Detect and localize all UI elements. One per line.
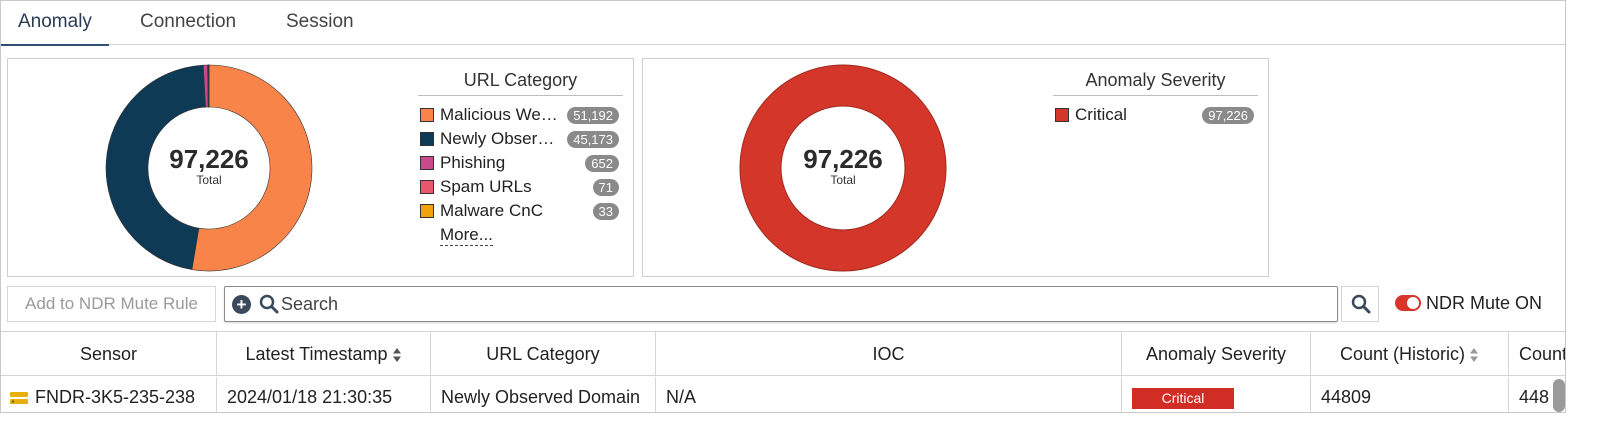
legend-label: Malware CnC: [440, 201, 543, 220]
anomaly-view: Anomaly Connection Session 97,226 Total …: [0, 0, 1566, 413]
legend-count: 33: [592, 203, 619, 220]
cell-ioc: N/A: [656, 377, 1122, 412]
legend-item-phishing[interactable]: Phishing 652: [418, 151, 623, 175]
legend-swatch: [420, 156, 434, 170]
legend-more-row: More...: [418, 223, 623, 247]
legend-more-link[interactable]: More...: [440, 225, 493, 246]
anomaly-table: Sensor Latest Timestamp URL Category IOC…: [1, 331, 1566, 412]
cell-count-historic: 44809: [1311, 377, 1509, 412]
search-bar: +: [224, 286, 1338, 322]
donut-slice-newly-observed-domain[interactable]: [105, 64, 206, 270]
cell-count: 448: [1509, 377, 1565, 412]
donut-total-value: 97,226: [803, 144, 883, 174]
column-header-label: Count: [1519, 344, 1566, 364]
ndr-mute-toggle-label: NDR Mute ON: [1426, 293, 1543, 313]
column-header-label: Count (Historic): [1339, 344, 1466, 364]
ndr-mute-toggle[interactable]: [1395, 295, 1421, 311]
legend-label: Phishing: [440, 153, 506, 172]
add-to-mute-rule-button[interactable]: Add to NDR Mute Rule: [7, 286, 216, 322]
donut-total-label: Total: [830, 173, 856, 187]
legend-label: Critical: [1075, 105, 1127, 124]
legend-item-malware-cnc[interactable]: Malware CnC 33: [418, 199, 623, 223]
column-header-label: Sensor: [79, 344, 138, 364]
column-header-label: Latest Timestamp: [245, 344, 388, 364]
column-header-label: IOC: [872, 344, 905, 364]
anomaly-severity-legend: Anomaly Severity Critical 97,226: [1053, 66, 1258, 127]
donut-slice-critical[interactable]: [740, 65, 946, 271]
legend-item-newly-observed-domain[interactable]: Newly Observed Domain 45,173: [418, 127, 623, 151]
tab-session[interactable]: Session: [286, 11, 354, 32]
donut-center: 97,226 Total: [783, 145, 903, 187]
legend-label: Newly Observed Domain: [440, 129, 560, 148]
url-category-donut[interactable]: [104, 63, 314, 273]
legend-swatch: [420, 132, 434, 146]
legend-swatch: [420, 180, 434, 194]
legend-count: 45,173: [567, 131, 619, 148]
legend-count: 652: [585, 155, 619, 172]
cell-severity: Critical: [1122, 377, 1311, 412]
url-category-widget: 97,226 Total URL Category Malicious Webs…: [7, 58, 634, 277]
donut-outline: [739, 64, 947, 272]
severity-badge: Critical: [1132, 387, 1234, 409]
sensor-device-icon: [10, 392, 28, 405]
donut-total-label: Total: [196, 173, 222, 187]
donut-center: 97,226 Total: [149, 145, 269, 187]
search-icon: [259, 294, 279, 314]
donut-total-value: 97,226: [169, 144, 249, 174]
column-header-ioc[interactable]: IOC: [656, 332, 1122, 376]
sensor-name: FNDR-3K5-235-238: [35, 387, 196, 407]
legend-item-spam-urls[interactable]: Spam URLs 71: [418, 175, 623, 199]
legend-label: Malicious Websites: [440, 105, 560, 124]
vertical-scrollbar[interactable]: [1553, 379, 1565, 412]
search-input[interactable]: [281, 291, 1321, 317]
cell-sensor: FNDR-3K5-235-238: [1, 377, 217, 412]
column-header-url-category[interactable]: URL Category: [431, 332, 656, 376]
search-button[interactable]: [1341, 286, 1379, 322]
column-header-label: Anomaly Severity: [1145, 344, 1287, 364]
legend-item-malicious-websites[interactable]: Malicious Websites 51,192: [418, 103, 623, 127]
sort-arrows-icon[interactable]: [392, 347, 402, 363]
cell-url-category: Newly Observed Domain: [431, 377, 656, 412]
legend-swatch: [420, 204, 434, 218]
column-header-anomaly-severity[interactable]: Anomaly Severity: [1122, 332, 1311, 376]
sort-arrows-icon[interactable]: [1469, 347, 1479, 363]
url-category-legend: URL Category Malicious Websites 51,192 N…: [418, 66, 623, 247]
tab-bar: Anomaly Connection Session: [1, 1, 1565, 46]
column-header-sensor[interactable]: Sensor: [1, 332, 217, 376]
legend-swatch: [420, 108, 434, 122]
legend-swatch: [1055, 108, 1069, 122]
anomaly-severity-donut[interactable]: [738, 63, 948, 273]
legend-label: Spam URLs: [440, 177, 532, 196]
legend-count: 71: [592, 179, 619, 196]
tab-anomaly[interactable]: Anomaly: [1, 1, 109, 46]
legend-title: Anomaly Severity: [1053, 66, 1258, 96]
column-header-count-historic[interactable]: Count (Historic): [1311, 332, 1509, 376]
cell-timestamp: 2024/01/18 21:30:35: [217, 377, 431, 412]
column-header-label: URL Category: [486, 344, 600, 364]
legend-count: 51,192: [567, 107, 619, 124]
donut-slice-malicious-websites[interactable]: [191, 64, 313, 272]
legend-count: 97,226: [1202, 107, 1254, 124]
column-header-count[interactable]: Count: [1509, 332, 1566, 376]
donut-inner-outline: [780, 105, 906, 231]
search-icon: [1351, 294, 1371, 314]
plus-circle-icon[interactable]: +: [232, 295, 251, 314]
anomaly-severity-widget: 97,226 Total Anomaly Severity Critical 9…: [642, 58, 1269, 277]
tab-connection[interactable]: Connection: [140, 11, 237, 32]
legend-title: URL Category: [418, 66, 623, 96]
legend-item-critical[interactable]: Critical 97,226: [1053, 103, 1258, 127]
column-header-latest-timestamp[interactable]: Latest Timestamp: [217, 332, 431, 376]
